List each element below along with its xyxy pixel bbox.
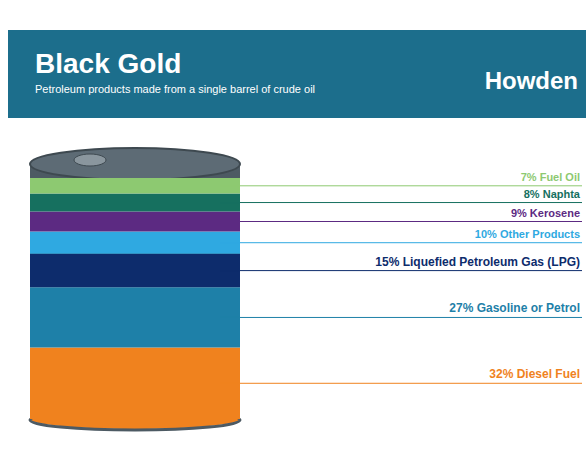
svg-text:15% Liquefied Petroleum Gas (L: 15% Liquefied Petroleum Gas (LPG) — [375, 255, 580, 269]
svg-text:32% Diesel Fuel: 32% Diesel Fuel — [489, 367, 580, 381]
svg-text:Black Gold: Black Gold — [35, 48, 181, 79]
svg-text:10% Other Products: 10% Other Products — [475, 228, 580, 240]
svg-text:27% Gasoline or Petrol: 27% Gasoline or Petrol — [449, 301, 580, 315]
svg-text:7% Fuel Oil: 7% Fuel Oil — [521, 171, 580, 183]
svg-text:8% Naphta: 8% Naphta — [524, 188, 581, 200]
svg-text:9% Kerosene: 9% Kerosene — [511, 207, 580, 219]
svg-text:Petroleum products made from a: Petroleum products made from a single ba… — [35, 83, 315, 95]
svg-text:Howden: Howden — [485, 67, 578, 94]
